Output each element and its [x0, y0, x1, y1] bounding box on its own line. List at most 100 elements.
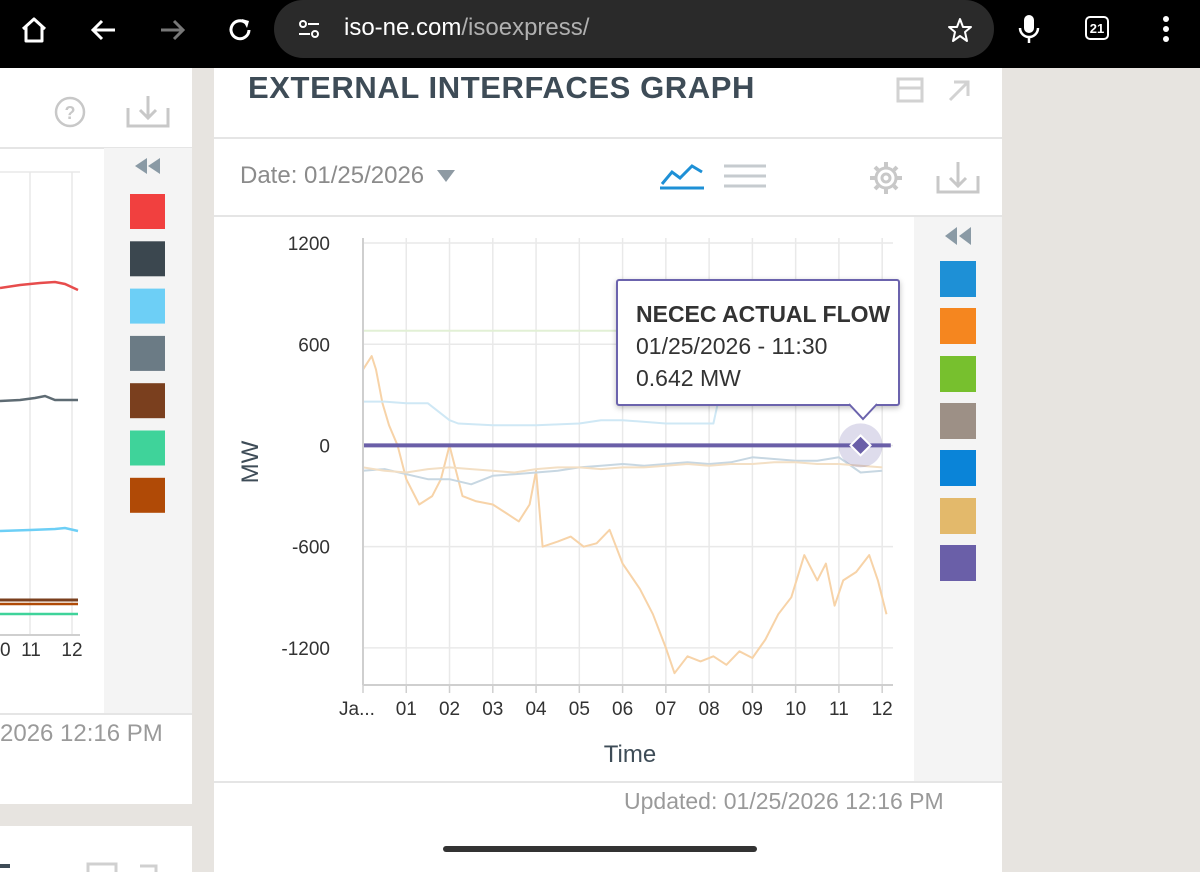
panel-tool-icons	[870, 162, 980, 194]
table-view-icon[interactable]	[724, 164, 766, 188]
left-updated-text: 2026 12:16 PM	[0, 720, 163, 747]
home-button[interactable]	[10, 10, 58, 50]
date-label-text: Date: 01/25/2026	[240, 162, 425, 189]
x-tick-label: 05	[569, 699, 590, 720]
tab-count-button[interactable]: 21	[1085, 16, 1109, 40]
back-button[interactable]	[80, 10, 128, 50]
date-selector[interactable]: Date: 01/25/2026	[240, 162, 457, 190]
left-series-red	[0, 280, 79, 292]
left-series-gray	[0, 394, 78, 403]
legend-swatch[interactable]	[940, 450, 976, 487]
back-arrow-icon	[90, 19, 115, 41]
x-tick-label: 11	[829, 699, 849, 720]
url-path: /isoexpress/	[461, 14, 590, 41]
forward-arrow-icon	[161, 19, 186, 41]
x-tick-label: 10	[785, 699, 806, 720]
left-bottom-minimize-icon[interactable]	[86, 862, 118, 872]
left-series-blue	[0, 526, 79, 533]
page-title: EXTERNAL INTERFACES GRAPH	[248, 70, 756, 105]
url-text[interactable]: iso-ne.com/isoexpress/	[344, 14, 589, 42]
view-toggle-icons	[660, 164, 766, 190]
footer-divider	[214, 781, 1002, 783]
left-legend-swatch[interactable]	[130, 335, 165, 371]
gear-icon[interactable]	[870, 162, 902, 194]
x-tick-label: 12	[872, 699, 893, 720]
left-bottom-expand-icon[interactable]	[140, 864, 158, 872]
left-legend-swatch[interactable]	[130, 288, 165, 324]
url-host: iso-ne.com	[344, 14, 462, 41]
left-download-icon[interactable]	[126, 96, 170, 128]
address-bar[interactable]	[274, 0, 994, 58]
legend-swatch[interactable]	[940, 544, 976, 581]
expand-panel-icon[interactable]	[948, 80, 970, 102]
legend-swatch[interactable]	[940, 308, 976, 345]
left-x-tick: 11	[21, 640, 41, 661]
legend-swatch[interactable]	[940, 497, 976, 534]
x-tick-label: 03	[482, 699, 503, 720]
site-settings-icon[interactable]	[296, 16, 322, 47]
legend-column	[914, 217, 1002, 781]
x-tick-label: 07	[655, 699, 676, 720]
left-series-lines	[0, 280, 79, 616]
x-tick-label: 06	[612, 699, 633, 720]
x-tick-label: 01	[396, 699, 417, 720]
home-icon	[21, 17, 47, 43]
series-line	[362, 456, 883, 486]
browser-toolbar: iso-ne.com/isoexpress/ 21	[0, 0, 1200, 68]
left-legend-swatch[interactable]	[130, 241, 165, 277]
legend-swatch[interactable]	[940, 402, 976, 439]
y-axis-label: MW	[237, 440, 264, 483]
legend-swatch[interactable]	[940, 261, 976, 297]
svg-text:?: ?	[65, 103, 76, 123]
data-tooltip: NECEC ACTUAL FLOW 01/25/2026 - 11:30 0.6…	[616, 279, 900, 406]
x-axis-label: Time	[604, 741, 656, 768]
collapse-legend-icon[interactable]	[943, 225, 975, 247]
tooltip-datetime: 01/25/2026 - 11:30	[636, 333, 828, 359]
x-tick-label: 04	[525, 699, 547, 720]
y-tick-label: -1200	[281, 639, 330, 660]
forward-button[interactable]	[148, 10, 196, 50]
title-divider	[214, 137, 1002, 139]
x-tick-label: 02	[439, 699, 460, 720]
series-line	[362, 355, 888, 675]
kebab-menu-icon[interactable]	[1156, 14, 1176, 49]
y-tick-label: 600	[298, 335, 330, 356]
y-tick-label: 0	[319, 436, 330, 457]
hover-point-marker	[849, 433, 872, 457]
reload-icon	[229, 19, 251, 41]
tooltip-pointer	[848, 403, 878, 421]
left-graph-panel: ? 0 11 12	[0, 68, 192, 804]
left-collapse-legend-icon[interactable]	[135, 158, 160, 174]
dropdown-caret-icon	[436, 170, 455, 182]
x-tick-label: 09	[742, 699, 763, 720]
tooltip-value: 0.642 MW	[636, 365, 741, 391]
legend-swatch[interactable]	[940, 355, 976, 392]
reload-button[interactable]	[216, 10, 264, 50]
left-x-tick: 12	[61, 640, 82, 661]
left-bottom-panel	[0, 826, 192, 872]
minimize-panel-icon[interactable]	[896, 77, 924, 103]
bookmark-star-icon[interactable]	[946, 16, 974, 49]
tooltip-title: NECEC ACTUAL FLOW	[636, 301, 891, 327]
line-chart-view-icon[interactable]	[660, 164, 704, 190]
y-tick-label: -600	[292, 538, 330, 559]
toolbar-divider	[214, 215, 1002, 217]
home-indicator-bar	[443, 846, 757, 852]
left-bottom-icons	[0, 862, 158, 872]
left-legend-swatch[interactable]	[130, 383, 165, 419]
left-legend-swatch[interactable]	[130, 194, 165, 229]
download-icon[interactable]	[936, 162, 980, 194]
help-icon[interactable]: ?	[54, 96, 86, 128]
x-tick-label: Ja...	[339, 699, 375, 720]
external-interfaces-panel	[214, 68, 1002, 872]
series-line	[362, 461, 883, 474]
left-gridlines	[0, 171, 80, 635]
left-x-tick: 0	[0, 640, 11, 661]
left-graph-svg: ? 0 11 12	[0, 96, 192, 715]
left-legend-swatch[interactable]	[130, 430, 165, 466]
x-tick-label: 08	[699, 699, 720, 720]
microphone-icon[interactable]	[1016, 13, 1042, 50]
panel-window-icons	[896, 77, 970, 103]
left-legend-swatch[interactable]	[130, 477, 165, 513]
y-tick-label: 1200	[288, 234, 330, 255]
